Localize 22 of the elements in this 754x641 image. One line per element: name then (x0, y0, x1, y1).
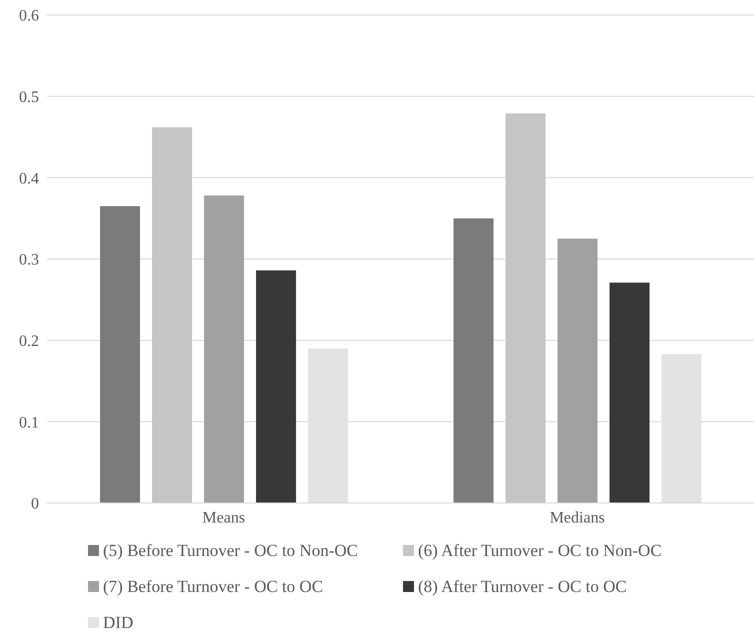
y-tick-label: 0.6 (19, 8, 39, 25)
bar (256, 270, 296, 503)
bar (454, 218, 494, 503)
legend-label: (5) Before Turnover - OC to Non-OC (103, 541, 358, 561)
legend-label: (8) After Turnover - OC to OC (418, 577, 627, 597)
bar (100, 206, 140, 503)
bar (610, 282, 650, 503)
y-tick-label: 0.2 (19, 333, 39, 350)
y-tick-label: 0 (31, 496, 39, 513)
y-tick-label: 0.5 (19, 89, 39, 106)
y-tick-label: 0.1 (19, 414, 39, 432)
bar (558, 238, 598, 503)
x-tick-label: Medians (550, 509, 605, 526)
y-tick-label: 0.4 (19, 170, 39, 188)
bar (506, 113, 546, 503)
legend-label: DID (103, 613, 134, 633)
bar (204, 196, 244, 503)
legend-label: (6) After Turnover - OC to Non-OC (418, 541, 662, 561)
y-tick-label: 0.3 (19, 252, 39, 269)
x-tick-label: Means (202, 509, 246, 526)
legend-label: (7) Before Turnover - OC to OC (103, 577, 324, 597)
bar (152, 127, 192, 503)
